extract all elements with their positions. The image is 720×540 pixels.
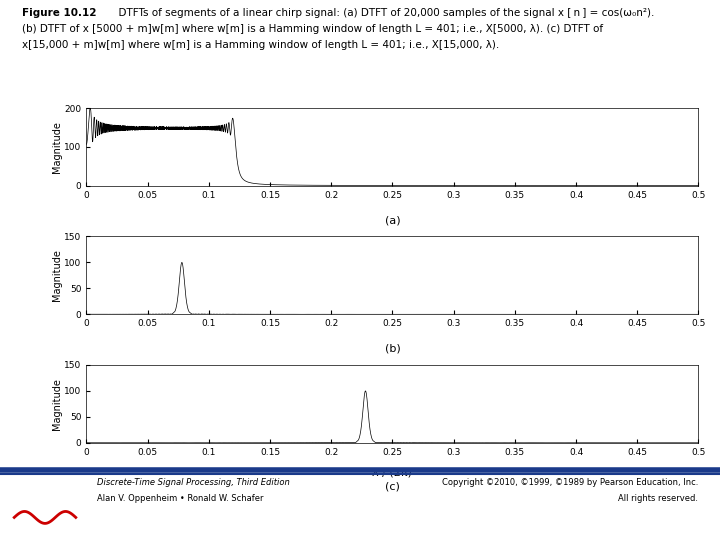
Text: Alan V. Oppenheim • Ronald W. Schafer: Alan V. Oppenheim • Ronald W. Schafer — [97, 494, 264, 503]
Text: (b): (b) — [384, 344, 400, 354]
Text: (a): (a) — [384, 215, 400, 225]
Y-axis label: Magnitude: Magnitude — [52, 378, 61, 430]
Text: Copyright ©2010, ©1999, ©1989 by Pearson Education, Inc.: Copyright ©2010, ©1999, ©1989 by Pearson… — [442, 478, 698, 487]
Y-axis label: Magnitude: Magnitude — [52, 121, 61, 173]
Text: Discrete-Time Signal Processing, Third Edition: Discrete-Time Signal Processing, Third E… — [97, 478, 290, 487]
Y-axis label: Magnitude: Magnitude — [52, 249, 61, 301]
Text: DTFTs of segments of a linear chirp signal: (a) DTFT of 20,000 samples of the si: DTFTs of segments of a linear chirp sign… — [112, 8, 654, 18]
Text: PEARSON: PEARSON — [26, 494, 64, 500]
Text: λ / (2π): λ / (2π) — [372, 468, 413, 478]
Text: All rights reserved.: All rights reserved. — [618, 494, 698, 503]
Text: (b) DTFT of x [5000 + m]w[m] where w[m] is a Hamming window of length L = 401; i: (b) DTFT of x [5000 + m]w[m] where w[m] … — [22, 24, 603, 35]
Text: (c): (c) — [385, 482, 400, 492]
Text: x[15,000 + m]w[m] where w[m] is a Hamming window of length L = 401; i.e., X[15,0: x[15,000 + m]w[m] where w[m] is a Hammin… — [22, 40, 499, 51]
Text: Figure 10.12: Figure 10.12 — [22, 8, 96, 18]
